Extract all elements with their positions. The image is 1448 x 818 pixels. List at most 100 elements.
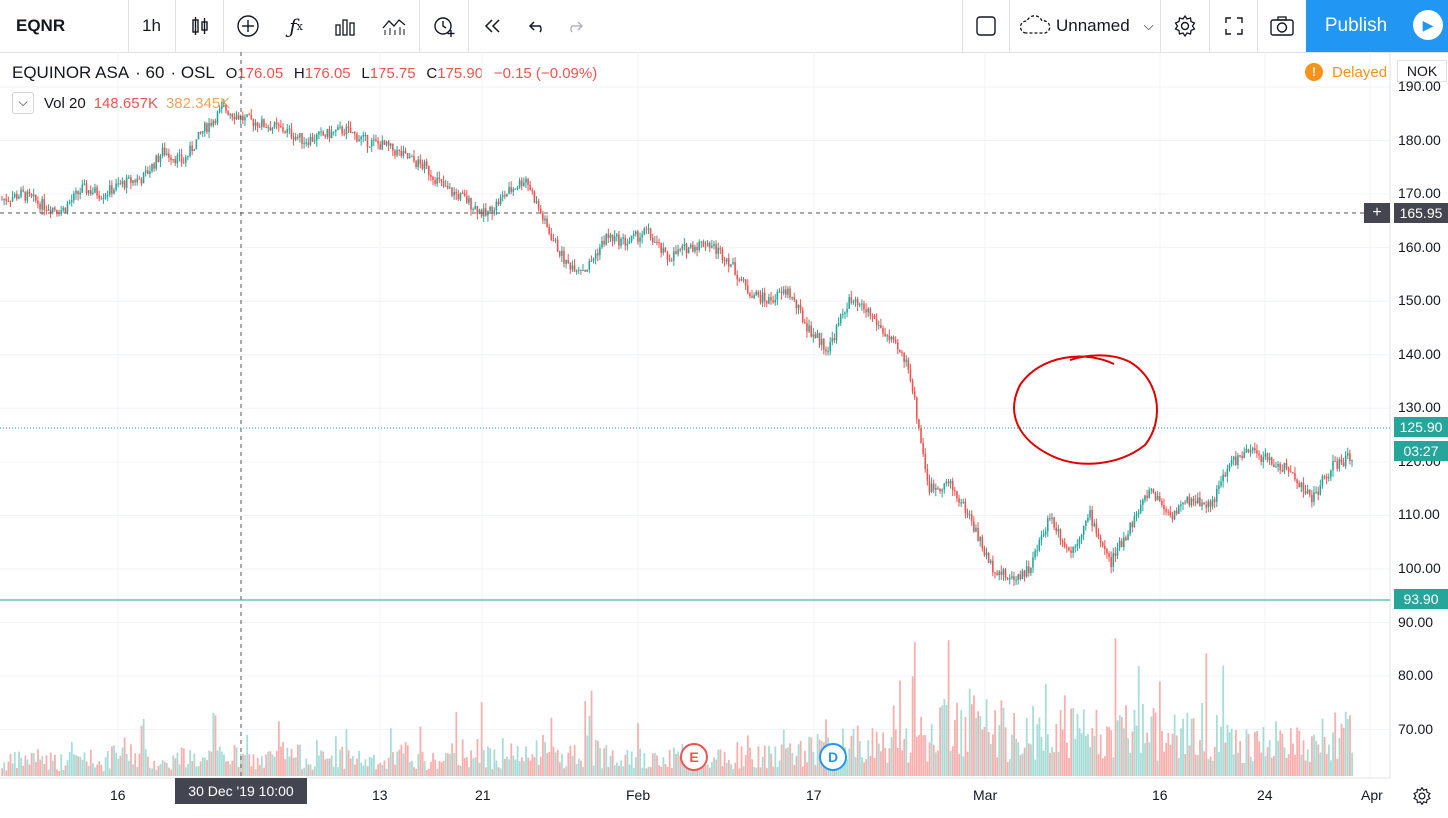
candle-body: [725, 258, 728, 262]
undo-icon[interactable]: [517, 0, 557, 52]
candle-body: [804, 322, 806, 324]
candle-body: [702, 241, 705, 247]
candle-body: [692, 244, 694, 252]
symbol-search-button[interactable]: EQNR: [16, 16, 66, 35]
volume-bar: [975, 717, 977, 776]
candle-body: [842, 313, 844, 315]
candle-body: [1008, 577, 1011, 580]
candle-body: [523, 182, 525, 186]
volume-bar: [1118, 715, 1121, 776]
candle-body: [1175, 510, 1178, 514]
volume-bar: [1076, 713, 1079, 776]
candle-body: [423, 161, 426, 169]
candle-body: [1106, 549, 1108, 554]
volume-bar: [423, 761, 426, 776]
candle-body: [77, 190, 79, 195]
candle-body: [1177, 505, 1180, 514]
candle-body: [1030, 567, 1032, 574]
candle-body: [1123, 537, 1125, 547]
candle-body: [404, 150, 407, 154]
redo-icon[interactable]: [557, 0, 593, 52]
settings-gear-icon[interactable]: [1161, 0, 1209, 52]
volume-bar: [187, 763, 189, 776]
volume-bar: [332, 766, 335, 776]
candle-body: [271, 127, 274, 131]
volume-bar: [182, 748, 185, 776]
volume-bar: [343, 768, 346, 776]
currency-label[interactable]: NOK: [1397, 60, 1447, 82]
volume-bar: [1133, 709, 1136, 776]
volume-bar: [172, 755, 175, 776]
candle-body: [700, 241, 703, 243]
candle-body: [1264, 453, 1267, 457]
fullscreen-square-icon[interactable]: [963, 0, 1009, 52]
earnings-marker[interactable]: E: [680, 743, 708, 771]
expand-icon[interactable]: [1210, 0, 1257, 52]
replay-icon[interactable]: [469, 0, 517, 52]
candle-body: [1325, 476, 1328, 479]
candle-body: [535, 201, 538, 203]
camera-icon[interactable]: [1258, 0, 1306, 52]
candle-body: [539, 208, 542, 214]
delayed-indicator[interactable]: ! Delayed: [1305, 63, 1387, 81]
volume-bar: [575, 764, 578, 776]
compare-icon[interactable]: [370, 0, 418, 52]
volume-bar: [529, 760, 532, 776]
play-icon[interactable]: ▶: [1413, 10, 1443, 40]
candle-body: [1156, 496, 1159, 501]
publish-button[interactable]: Publish: [1306, 0, 1406, 52]
volume-bar: [723, 751, 726, 776]
candle-body: [440, 179, 443, 182]
candle-body: [1203, 502, 1205, 505]
volume-bar: [662, 757, 665, 776]
volume-bar: [554, 752, 557, 776]
volume-bar: [755, 767, 758, 776]
volume-bar: [206, 760, 208, 776]
interval-button[interactable]: 1h: [142, 16, 161, 35]
bar-chart-icon[interactable]: [321, 0, 369, 52]
candle-body: [1150, 489, 1153, 491]
candle-body: [903, 352, 905, 362]
candle-body: [485, 208, 487, 216]
collapse-chevron-icon[interactable]: ⌵: [12, 92, 34, 114]
candle-body: [165, 153, 168, 155]
volume-bar: [138, 753, 141, 776]
bar-countdown-tag: 03:27: [1394, 441, 1448, 461]
volume-bar: [258, 764, 261, 776]
volume-bar: [303, 767, 306, 776]
time-axis-settings-icon[interactable]: [1400, 778, 1444, 814]
volume-bar: [193, 753, 196, 776]
candle-body: [444, 185, 447, 187]
candle-body: [727, 258, 730, 267]
volume-bar: [96, 764, 99, 776]
candle-body: [1349, 453, 1351, 461]
candle-body: [1000, 571, 1003, 575]
price-label: 110.00: [1398, 506, 1440, 523]
volume-bar: [140, 725, 143, 776]
dividend-marker[interactable]: D: [819, 743, 847, 771]
alert-icon[interactable]: [420, 0, 468, 52]
time-label: Apr: [1361, 787, 1383, 803]
volume-bar: [358, 750, 361, 776]
volume-bar: [774, 746, 777, 776]
candle-body: [1068, 547, 1070, 551]
layout-name-button[interactable]: Unnamed ⌵: [1010, 0, 1160, 52]
candles-icon[interactable]: [176, 0, 223, 52]
ohlc-low: 175.75: [369, 65, 416, 82]
volume-bar: [459, 765, 462, 776]
candle-body: [1017, 574, 1019, 580]
volume-bar: [415, 768, 418, 776]
volume-bar: [144, 749, 147, 776]
volume-bar: [123, 737, 126, 776]
volume-bar: [9, 753, 12, 776]
candle-body: [797, 304, 800, 309]
volume-bar: [531, 754, 534, 776]
candle-body: [47, 209, 50, 211]
candle-body: [730, 264, 732, 267]
candle-body: [387, 141, 390, 146]
candle-body: [296, 136, 299, 138]
add-indicator-icon[interactable]: [224, 0, 271, 52]
volume-bar: [1268, 740, 1271, 776]
